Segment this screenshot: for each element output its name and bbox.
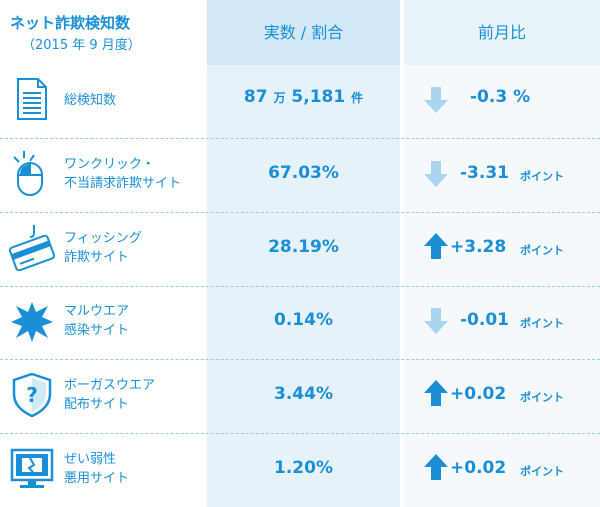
label-line-1: ボーガスウエア [64, 378, 156, 393]
credit-card-hook-icon [8, 225, 56, 271]
table-row: 総検知数 87 万 5,181 件 -0.3 % [0, 65, 600, 139]
value-column-bg [207, 0, 400, 507]
table-row: フィッシング 詐欺サイト 28.19% +3.28 ポイント [0, 213, 600, 287]
malware-burst-icon [11, 302, 53, 342]
row-change: +3.28 ポイント [404, 213, 600, 285]
label-line-1: フィッシング [64, 231, 142, 246]
change-unit: ポイント [520, 170, 564, 183]
change-value: -0.3 % [470, 87, 531, 107]
value-column-header: 実数 / 割合 [207, 0, 400, 65]
row-change: -3.31 ポイント [404, 139, 600, 211]
label-line-1: ぜい弱性 [64, 452, 117, 467]
arrow-up-icon [424, 233, 448, 259]
row-label: マルウエア 感染サイト [64, 302, 129, 340]
row-label: ぜい弱性 悪用サイト [64, 450, 129, 488]
change-unit: ポイント [520, 465, 564, 478]
row-value: 1.20% [274, 458, 333, 478]
value-number-rest: 5,181 [291, 87, 346, 107]
change-column-header: 前月比 [404, 0, 600, 65]
row-divider [0, 212, 600, 213]
arrow-down-icon [424, 308, 448, 334]
row-value: 67.03% [268, 163, 339, 183]
change-unit: ポイント [520, 391, 564, 404]
value-unit-ken: 件 [351, 91, 364, 105]
change-unit: ポイント [520, 244, 564, 257]
table-row: ワンクリック・ 不当請求詐欺サイト 67.03% -3.31 ポイント [0, 139, 600, 213]
row-label: ボーガスウエア 配布サイト [64, 376, 155, 414]
change-value: +0.02 [450, 384, 507, 404]
row-value: 0.14% [274, 310, 333, 330]
row-value: 28.19% [268, 237, 339, 257]
value-unit-man: 万 [273, 91, 286, 105]
arrow-up-icon [424, 454, 448, 480]
change-unit: ポイント [520, 317, 564, 330]
row-change: +0.02 ポイント [404, 434, 600, 506]
row-change: -0.01 ポイント [404, 286, 600, 358]
label-line-1: マルウエア [64, 304, 130, 319]
label-line-2: 配布サイト [64, 397, 130, 412]
value-number: 87 [243, 87, 268, 107]
row-divider [0, 286, 600, 287]
label-line-1: ワンクリック・ [64, 157, 155, 172]
label-line-2: 悪用サイト [64, 471, 130, 486]
table-subtitle: （2015 年 9 月度） [22, 38, 141, 53]
row-label: フィッシング 詐欺サイト [64, 229, 142, 267]
row-change: +0.02 ポイント [404, 360, 600, 432]
label-line-2: 詐欺サイト [64, 250, 130, 265]
row-value: 3.44% [274, 384, 333, 404]
arrow-up-icon [424, 380, 448, 406]
change-value: -3.31 [460, 163, 509, 183]
row-label: ワンクリック・ 不当請求詐欺サイト [64, 155, 181, 193]
row-divider [0, 138, 600, 139]
label-line-2: 不当請求詐欺サイト [64, 176, 182, 191]
mouse-click-icon [13, 151, 43, 196]
row-divider [0, 359, 600, 360]
monitor-broken-icon [10, 448, 54, 488]
document-icon [17, 78, 47, 120]
table-title: ネット詐欺検知数 [10, 14, 131, 32]
table-row: ぜい弱性 悪用サイト 1.20% +0.02 ポイント [0, 434, 600, 506]
change-value: -0.01 [460, 310, 509, 330]
change-value: +3.28 [450, 237, 507, 257]
arrow-down-icon [424, 87, 448, 113]
row-value: 87 万 5,181 件 [207, 87, 400, 107]
table-header: ネット詐欺検知数 （2015 年 9 月度） 実数 / 割合 前月比 [0, 0, 600, 65]
row-change: -0.3 % [404, 65, 600, 137]
row-label: 総検知数 [64, 93, 117, 108]
change-value: +0.02 [450, 458, 507, 478]
arrow-down-icon [424, 161, 448, 187]
shield-question-icon: ? [12, 372, 52, 418]
svg-text:?: ? [26, 383, 38, 407]
row-divider [0, 433, 600, 434]
table-row: マルウエア 感染サイト 0.14% -0.01 ポイント [0, 286, 600, 360]
table-row: ? ボーガスウエア 配布サイト 3.44% +0.02 ポイント [0, 360, 600, 434]
label-line-2: 感染サイト [64, 323, 130, 338]
